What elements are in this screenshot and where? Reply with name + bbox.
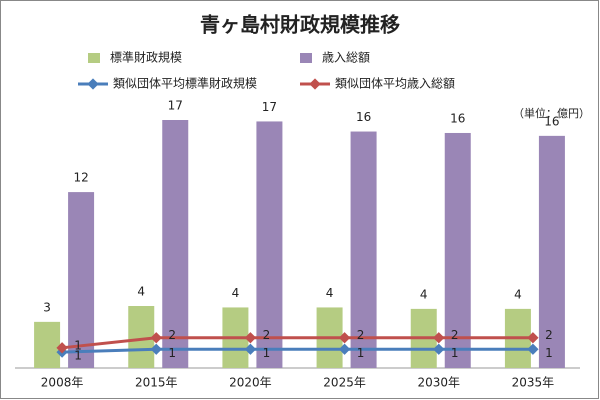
data-label: 4 (326, 286, 334, 300)
legend-swatch (300, 53, 312, 63)
data-label: 1 (451, 346, 459, 360)
legend-label: 標準財政規模 (110, 50, 182, 65)
line (61, 336, 533, 350)
unit-note: （単位：億円） (513, 106, 590, 120)
legend-label: 類似団体平均標準財政規模 (113, 76, 257, 91)
marker (56, 342, 68, 354)
data-label: 12 (73, 171, 88, 185)
data-label: 17 (262, 100, 277, 114)
data-label: 1 (168, 346, 176, 360)
x-tick-label: 2020年 (229, 376, 272, 390)
marker (244, 332, 257, 344)
data-label: 2 (168, 328, 176, 342)
data-label: 2 (545, 328, 553, 342)
data-label: 4 (514, 287, 522, 301)
data-label: 4 (137, 285, 145, 299)
data-label: 3 (43, 300, 51, 314)
bar (162, 120, 189, 368)
chart-title: 青ヶ島村財政規模推移 (200, 13, 400, 37)
data-label: 2 (357, 328, 365, 342)
bar (538, 135, 565, 368)
bar (68, 192, 95, 368)
bar (34, 321, 61, 368)
x-tick-label: 2030年 (417, 376, 460, 390)
bar (256, 121, 283, 368)
marker (150, 343, 162, 355)
marker (433, 332, 445, 344)
data-label: 4 (232, 286, 240, 300)
x-tick-label: 2008年 (41, 376, 84, 390)
marker (527, 343, 539, 355)
bar (444, 132, 471, 368)
data-label: 16 (450, 111, 465, 125)
data-label: 16 (544, 114, 559, 128)
data-label: 1 (545, 346, 553, 360)
legend-swatch (88, 53, 100, 63)
marker (244, 343, 257, 355)
legend-label: 歳入総額 (322, 51, 370, 65)
data-label: 4 (420, 287, 428, 301)
marker (338, 343, 351, 355)
data-label: 17 (168, 99, 183, 113)
legend-label: 類似団体平均歳入総額 (335, 77, 455, 91)
data-label: 16 (356, 110, 371, 124)
data-label: 2 (263, 328, 271, 342)
line (62, 347, 533, 354)
data-label: 1 (74, 349, 82, 363)
marker (527, 332, 539, 344)
data-label: 1 (357, 346, 365, 360)
data-label: 1 (74, 338, 82, 352)
data-label: 2 (451, 328, 459, 342)
x-tick-label: 2035年 (512, 376, 555, 390)
marker (338, 332, 351, 344)
marker (150, 332, 162, 344)
data-label: 1 (263, 346, 271, 360)
bar (350, 131, 377, 368)
x-tick-label: 2025年 (323, 376, 366, 390)
marker (433, 343, 445, 355)
x-tick-label: 2015年 (135, 376, 178, 390)
